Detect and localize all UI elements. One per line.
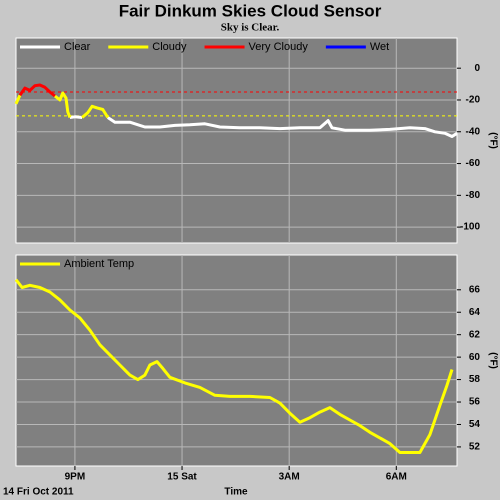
legend-label: Ambient Temp [64, 258, 134, 270]
y-tick-label: 66 [469, 284, 481, 295]
x-tick-label: 6AM [386, 472, 407, 483]
plot-area [15, 254, 458, 467]
legend-label: Clear [64, 41, 91, 53]
y-tick-label: -100 [460, 222, 480, 233]
y-tick-label: 0 [474, 63, 480, 74]
series-line [14, 91, 110, 119]
legend-label: Cloudy [152, 41, 187, 53]
date-label: 14 Fri Oct 2011 [3, 487, 74, 498]
y-tick-label: -60 [466, 158, 481, 169]
y-tick-label: -20 [466, 95, 481, 106]
legend-label: Wet [370, 41, 389, 53]
chart-title: Fair Dinkum Skies Cloud Sensor [119, 1, 382, 20]
y-tick-label: 54 [469, 419, 481, 430]
legend-label: Very Cloudy [249, 41, 309, 53]
chart-subtitle: Sky is Clear. [221, 22, 280, 34]
x-tick-label: 3AM [279, 472, 300, 483]
y-axis-label: (°F) [487, 352, 498, 369]
y-tick-label: -80 [466, 190, 481, 201]
y-tick-label: -40 [466, 126, 481, 137]
x-axis-label: Time [224, 487, 248, 498]
series-line [18, 83, 56, 98]
x-tick-label: 9PM [65, 472, 86, 483]
y-tick-label: 52 [469, 442, 481, 453]
y-tick-label: 58 [469, 374, 481, 385]
series-line [69, 115, 458, 138]
plot-area [15, 37, 458, 244]
y-tick-label: 64 [469, 307, 481, 318]
x-tick-label: 15 Sat [167, 472, 197, 483]
y-tick-label: 62 [469, 329, 481, 340]
y-tick-label: 56 [469, 397, 481, 408]
series-line [14, 278, 454, 454]
y-axis-label: (°F) [487, 132, 498, 149]
y-tick-label: 60 [469, 352, 481, 363]
